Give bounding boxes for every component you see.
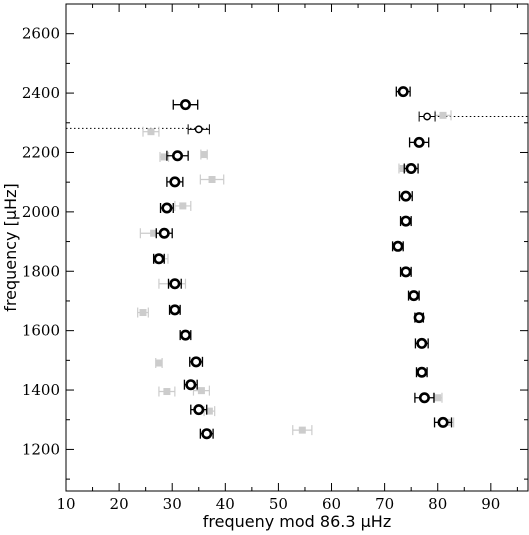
secondary-data-point <box>205 407 213 415</box>
x-tick-label: 60 <box>322 495 341 513</box>
x-tick-label: 70 <box>375 495 394 513</box>
x-axis-label: frequeny mod 86.3 μHz <box>203 512 391 531</box>
data-point <box>201 428 213 440</box>
plot-frame <box>65 3 529 492</box>
secondary-data-point <box>200 151 208 159</box>
data-point <box>400 215 412 227</box>
x-tick-label: 20 <box>110 495 129 513</box>
y-axis-label: frequency [μHz] <box>1 183 20 311</box>
secondary-data-point <box>163 388 171 396</box>
data-point <box>437 416 449 428</box>
data-point <box>392 240 404 252</box>
secondary-data-point <box>139 309 147 317</box>
x-tick-label: 80 <box>428 495 447 513</box>
data-point <box>172 150 184 162</box>
y-tick-label: 1800 <box>22 262 60 280</box>
x-tick-label: 10 <box>56 495 75 513</box>
y-tick-label: 2000 <box>22 203 60 221</box>
secondary-data-point <box>147 128 155 136</box>
data-point <box>413 136 425 148</box>
y-tick-label: 2200 <box>22 143 60 161</box>
y-tick-label: 2600 <box>22 25 60 43</box>
data-point <box>413 312 425 324</box>
secondary-data-point <box>160 153 168 161</box>
data-point <box>397 86 409 98</box>
secondary-data-point <box>399 165 407 173</box>
reference-lines <box>66 116 528 129</box>
x-tick-label: 40 <box>216 495 235 513</box>
y-tick-label: 1600 <box>22 322 60 340</box>
secondary-data-point <box>298 426 306 434</box>
x-tick-label: 50 <box>269 495 288 513</box>
secondary-data-point <box>434 394 442 402</box>
open-data-point <box>423 112 432 121</box>
data-point <box>418 392 430 404</box>
open-data-point <box>194 125 203 134</box>
secondary-data-point <box>439 111 447 119</box>
data-point <box>400 190 412 202</box>
data-point <box>179 99 191 111</box>
data-point <box>169 278 181 290</box>
data-point <box>179 329 191 341</box>
data-point <box>169 176 181 188</box>
secondary-data-point <box>150 229 158 237</box>
x-tick-label: 30 <box>163 495 182 513</box>
y-tick-label: 2400 <box>22 84 60 102</box>
data-point <box>190 356 202 368</box>
data-point <box>158 227 170 239</box>
data-point <box>416 366 428 378</box>
data-point <box>193 404 205 416</box>
y-tick-label: 1200 <box>22 440 60 458</box>
plot-border <box>65 3 529 492</box>
data-point <box>405 163 417 175</box>
secondary-data-point <box>155 359 163 367</box>
secondary-data-point <box>208 175 216 183</box>
axis-ticks: 10 20 30 40 50 60 70 80 90 1200 1400 1600 1800 2000 22… <box>22 4 528 513</box>
data-point <box>185 379 197 391</box>
primary-series <box>152 86 453 440</box>
secondary-data-point <box>179 202 187 210</box>
data-point <box>416 337 428 349</box>
data-point <box>161 202 173 214</box>
secondary-data-point <box>197 387 205 395</box>
data-point <box>169 304 181 316</box>
x-tick-label: 90 <box>481 495 500 513</box>
data-point <box>153 253 165 265</box>
data-point <box>400 266 412 278</box>
y-tick-label: 1400 <box>22 381 60 399</box>
data-point <box>408 290 420 302</box>
